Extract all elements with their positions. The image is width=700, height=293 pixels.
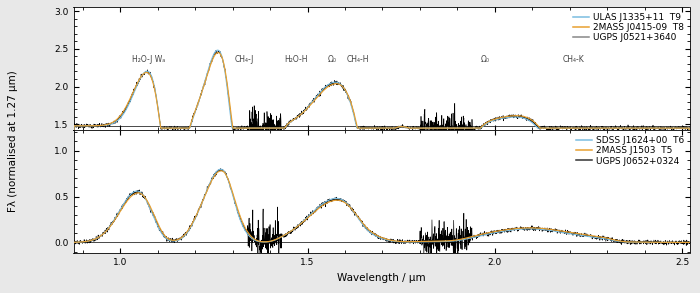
Text: CH₄-H: CH₄-H — [346, 55, 370, 64]
Legend: ULAS J1335+11  T9, 2MASS J0415-09  T8, UGPS J0521+3640: ULAS J1335+11 T9, 2MASS J0415-09 T8, UGP… — [570, 9, 687, 46]
Text: H₂O-H: H₂O-H — [285, 55, 308, 64]
Text: CH₄-K: CH₄-K — [563, 55, 584, 64]
Text: Fλ (normalised at 1.27 μm): Fλ (normalised at 1.27 μm) — [8, 70, 18, 212]
Text: CH₄-J: CH₄-J — [234, 55, 253, 64]
Text: H₂O-J Wₐ: H₂O-J Wₐ — [132, 55, 165, 64]
Text: Ω₀: Ω₀ — [328, 55, 337, 64]
Legend: SDSS J1624+00  T6, 2MASS J1503  T5, UGPS J0652+0324: SDSS J1624+00 T6, 2MASS J1503 T5, UGPS J… — [573, 132, 687, 169]
Text: Ω₀: Ω₀ — [481, 55, 490, 64]
X-axis label: Wavelength / μm: Wavelength / μm — [337, 273, 426, 283]
